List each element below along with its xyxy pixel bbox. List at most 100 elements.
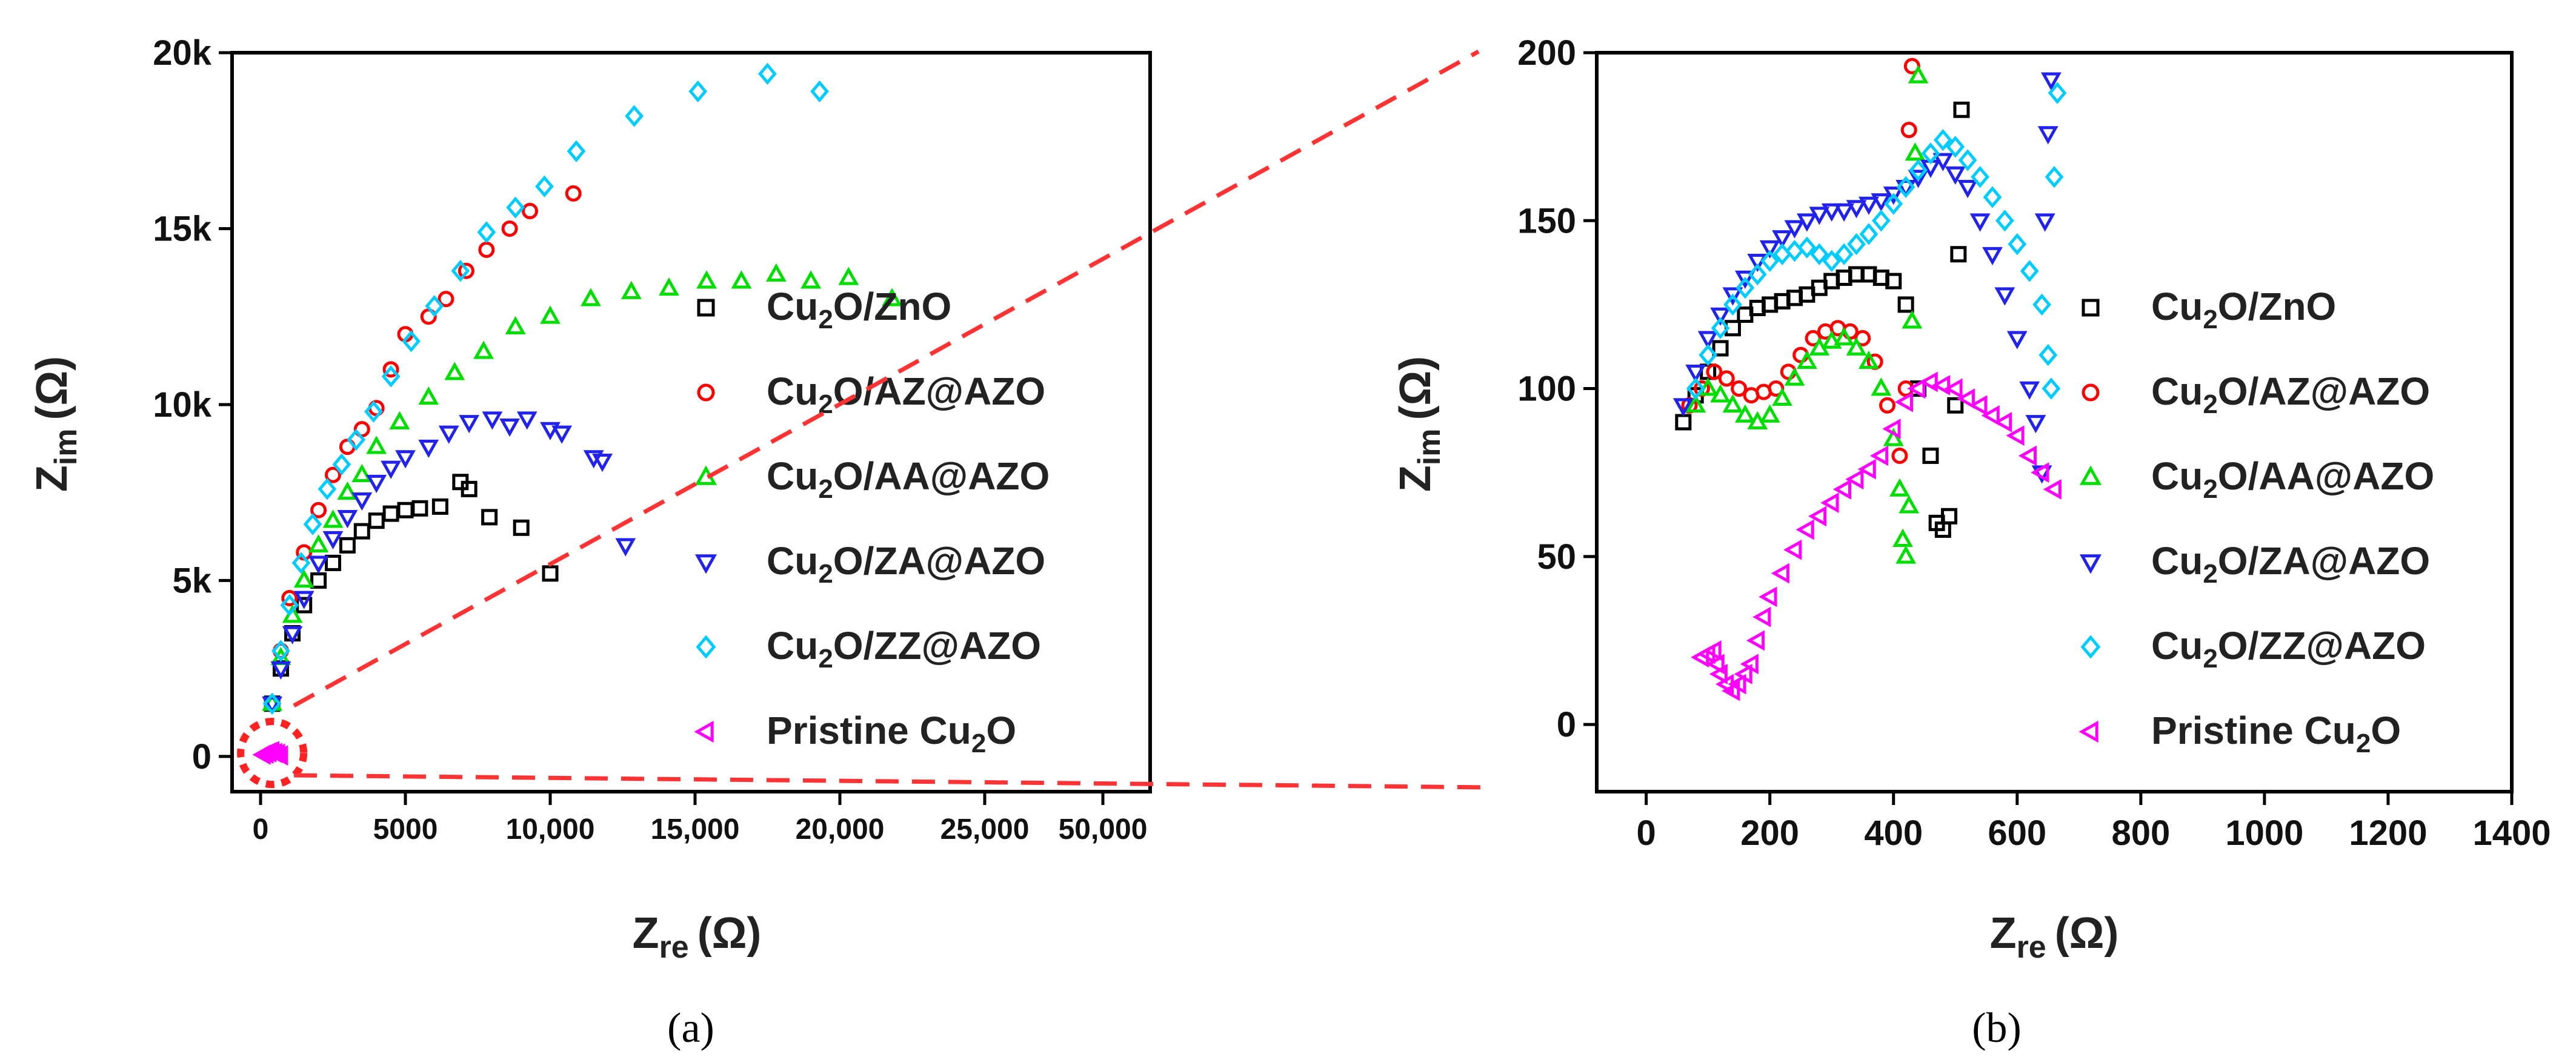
b-point [1921,142,1940,165]
b-legend-label-sub: 2 [2203,305,2217,334]
b-point [2042,377,2061,400]
b-point [1723,293,1742,316]
a-legend-label-post: O [986,709,1016,752]
a-point [615,538,636,557]
b-point [1821,330,1842,349]
b-legend-label-post: O/ZZ@AZO [2218,624,2426,667]
a-point [838,267,859,285]
a-point [325,466,341,483]
a-point [381,365,401,388]
a-xlabel-unit: (Ω) [697,909,762,958]
b-ytick-label: 100 [1517,369,1576,409]
b-xlabel-main: Z [1990,909,2017,958]
a-point [411,500,428,517]
b-point [1712,340,1729,357]
a-series-5 [252,741,288,766]
a-point [473,340,494,359]
b-legend-label: Cu2O/ZnO [2151,285,2336,334]
a-point [810,80,829,103]
a-legend-label: Cu2O/ZA@AZO [767,539,1045,589]
plot-b-frame [1595,51,2514,793]
b-point [1995,210,2014,232]
b-point [2043,479,2062,500]
b-legend-label-post: O/ZA@AZO [2218,539,2430,583]
b-ytick-label: 0 [1557,705,1576,744]
a-point [540,305,561,324]
a-point [418,439,439,458]
b-point [1771,563,1789,584]
a-point [382,361,399,378]
b-point [1871,377,1892,396]
a-point [688,80,708,103]
b-point [1809,243,1829,265]
b-xtick-label: 200 [1740,813,1799,853]
b-point [1722,287,1743,306]
a-point [337,481,358,500]
a-legend-label-post: O/ZZ@AZO [833,624,1041,667]
b-point [1933,129,1952,151]
b-point [1731,380,1748,397]
a-point [310,502,327,518]
a-point [505,316,526,334]
a-point [281,589,298,606]
a-xtick-label: 20,000 [796,813,885,846]
a-point [293,569,315,588]
b-legend-marker [2079,465,2102,485]
a-ytick-label: 10k [153,385,212,425]
b-point [1950,246,1967,263]
caption-a: (a) [667,1005,714,1051]
b-point [1983,186,2002,208]
a-point [506,196,525,219]
a-point [364,400,383,423]
b-point [2032,293,2051,316]
b-point [1907,378,1926,399]
a-legend-label-pre: Cu [767,369,818,413]
b-xlabel-sub: re [2017,930,2046,965]
a-legend: Cu2O/ZnOCu2O/AZ@AZOCu2O/AA@AZOCu2O/ZA@AZ… [694,285,1050,758]
b-legend-label: Cu2O/ZZ@AZO [2151,624,2426,674]
b-point [1846,337,1867,356]
b-point [1953,101,1970,118]
a-xlabel-main: Z [633,909,659,958]
b-point [1834,243,1854,265]
b-point [1722,394,1743,413]
b-point [1685,364,1706,383]
a-point [444,362,465,380]
a-point [395,450,416,469]
b-xtick-label: 800 [2111,813,2170,853]
b-point [1748,263,1767,286]
b-point [1870,445,1889,466]
b-xlabel: Zre (Ω) [1990,909,2119,965]
b-point [2019,381,2040,400]
b-ytick-label: 150 [1517,201,1576,240]
b-legend-label: Cu2O/AA@AZO [2151,454,2434,504]
b-legend-label-pre: Cu [2151,369,2203,413]
b-legend-label-sub: 2 [2203,559,2217,589]
b-ylabel-sub: im [1412,429,1447,466]
b-xtick-label: 600 [1988,813,2046,853]
a-point [882,288,902,306]
b-point [1957,179,1979,199]
a-point [731,270,752,289]
b-y-ticks: 0 50 100 150 200 [1517,33,1597,744]
b-point [1734,270,1756,289]
b-point [1908,65,1929,84]
a-ylabel-main: Z [28,465,76,492]
b-legend-label-sub: 2 [2203,474,2217,504]
b-legend-label-post: O [2371,709,2401,752]
b-point [1891,447,1908,464]
a-point [567,140,586,162]
a-ylabel-unit: (Ω) [28,356,76,420]
a-legend-label-post: O/ZnO [833,285,952,328]
b-legend-label-post: O/AA@AZO [2218,454,2435,498]
b-point [1982,247,2003,266]
a-point [347,428,366,451]
a-point [565,185,582,202]
b-point [1902,310,1923,329]
a-legend-label-pre: Cu [767,285,818,328]
a-point [431,498,448,515]
a-point [478,241,495,258]
a-point [322,531,344,550]
b-legend-label-pre: Cu [2151,285,2203,328]
